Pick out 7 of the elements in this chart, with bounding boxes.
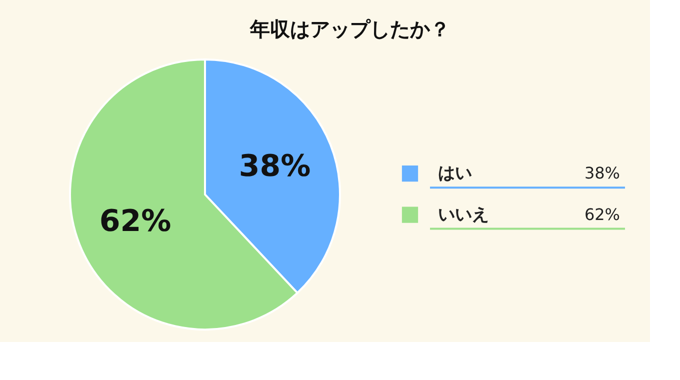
text: 38%: [584, 164, 620, 183]
text: 62%: [584, 204, 620, 224]
legend-label: はい: [438, 164, 472, 184]
chart-title: 年収はアップしたか？: [249, 17, 450, 41]
data-label: 62%: [99, 204, 172, 240]
legend-label: いいえ: [438, 204, 489, 225]
data-label: 38%: [238, 148, 311, 184]
